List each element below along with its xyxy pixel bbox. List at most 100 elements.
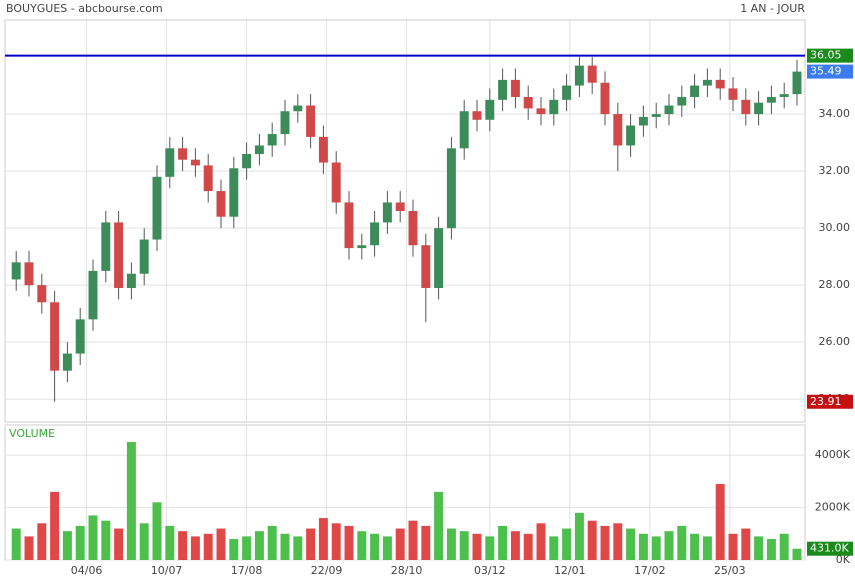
candle-body (165, 148, 175, 177)
volume-bar (754, 536, 764, 560)
volume-bar (651, 536, 661, 560)
candle-body (75, 319, 85, 354)
volume-bar (510, 531, 520, 560)
volume-bar (190, 536, 200, 560)
candle-body (11, 262, 21, 280)
candle-body (702, 79, 712, 86)
x-tick-label: 22/09 (311, 564, 343, 577)
candle-body (203, 165, 213, 192)
volume-bar (395, 528, 405, 560)
volume-bar (331, 523, 341, 560)
candle-body (472, 111, 482, 120)
price-panel (4, 19, 806, 423)
candle-body (62, 353, 72, 371)
candle-body (421, 245, 431, 288)
volume-bar (766, 539, 776, 560)
candle-body (357, 245, 367, 249)
volume-tag (807, 541, 853, 556)
volume-bar (229, 539, 239, 560)
candle-body (434, 228, 444, 288)
candle-body (741, 99, 751, 115)
candle-body (587, 65, 597, 83)
candle-body (459, 111, 469, 149)
candle-body (293, 105, 303, 112)
volume-bar (677, 525, 687, 560)
candle-body (754, 102, 764, 115)
candle-body (114, 222, 124, 288)
volume-bar (741, 528, 751, 560)
candle-body (408, 211, 418, 246)
volume-bar (485, 536, 495, 560)
volume-bar (178, 531, 188, 560)
candle-body (344, 202, 354, 249)
volume-bar (280, 533, 290, 560)
volume-bar (318, 518, 328, 560)
volume-bar (421, 525, 431, 560)
y-tick-label: 4000K (815, 448, 851, 461)
price-tag (807, 48, 853, 63)
candle-body (88, 270, 98, 320)
candle-body (485, 99, 495, 120)
x-tick-label: 03/12 (474, 564, 506, 577)
x-tick-label: 17/08 (231, 564, 263, 577)
volume-bar (536, 523, 546, 560)
volume-bar (472, 533, 482, 560)
volume-bar (37, 523, 47, 560)
volume-bar (101, 520, 111, 560)
x-tick-label: 28/10 (391, 564, 423, 577)
volume-bar (382, 536, 392, 560)
y-tick-label: 30.00 (819, 221, 851, 234)
y-tick-label: 34.00 (819, 107, 851, 120)
volume-bar (549, 536, 559, 560)
volume-bar (408, 520, 418, 560)
candle-body (779, 94, 789, 97)
candle-body (139, 239, 149, 274)
volume-bar (357, 531, 367, 560)
volume-bar (702, 536, 712, 560)
x-tick-label: 04/06 (71, 564, 103, 577)
y-tick-label: 32.00 (819, 164, 851, 177)
candle-body (562, 85, 572, 100)
volume-bar (50, 491, 60, 560)
volume-bar (267, 525, 277, 560)
candle-body (280, 111, 290, 135)
candle-body (50, 302, 60, 371)
period: 1 AN - JOUR (740, 2, 805, 15)
candle-body (715, 79, 725, 89)
volume-bar (165, 525, 175, 560)
volume-bar (126, 442, 136, 560)
x-tick-label: 17/02 (634, 564, 666, 577)
price-tag (807, 394, 853, 409)
y-tick-label: 26.00 (819, 335, 851, 348)
volume-bar (434, 491, 444, 560)
volume-bar (293, 536, 303, 560)
candle-body (318, 136, 328, 163)
candle-body (152, 176, 162, 240)
candle-body (638, 116, 648, 126)
volume-bar (498, 525, 508, 560)
volume-bar (626, 528, 636, 560)
volume-bar (574, 512, 584, 560)
candle-body (613, 114, 623, 146)
candle-body (690, 85, 700, 97)
volume-title: VOLUME (9, 427, 55, 440)
candle-body (370, 222, 380, 246)
volume-bar (562, 528, 572, 560)
chart-title: BOUYGUES - abcbourse.com (6, 2, 163, 15)
volume-bar (446, 528, 456, 560)
candle-body (498, 79, 508, 100)
candle-body (395, 202, 405, 212)
volume-bar (242, 536, 252, 560)
volume-bar (613, 523, 623, 560)
y-tick-label: 2000K (815, 501, 851, 514)
volume-bar (728, 533, 738, 560)
y-tick-label: 0K (836, 553, 851, 566)
volume-bar (715, 483, 725, 560)
candle-body (216, 191, 226, 217)
volume-bar (254, 531, 264, 560)
price-tag-label: 36.05 (810, 49, 842, 62)
candle-body (37, 285, 47, 303)
candle-body (523, 96, 533, 109)
volume-bar (664, 531, 674, 560)
x-tick-label: 10/07 (151, 564, 183, 577)
